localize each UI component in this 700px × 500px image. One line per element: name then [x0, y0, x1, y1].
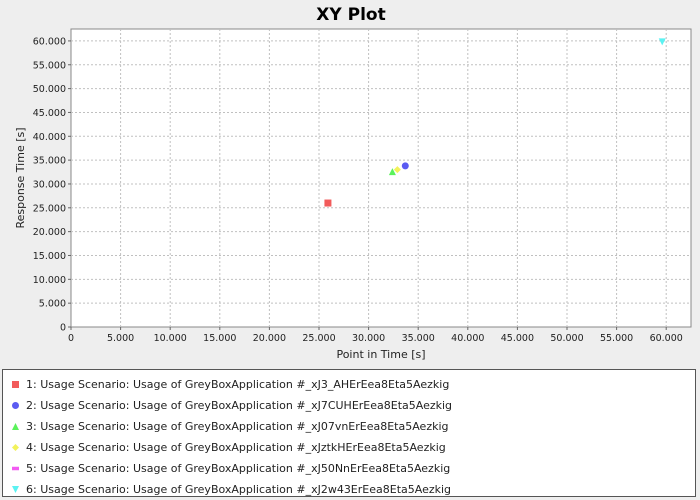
- legend-label: 2: Usage Scenario: Usage of GreyBoxAppli…: [26, 399, 453, 412]
- legend-item: 6: Usage Scenario: Usage of GreyBoxAppli…: [3, 479, 695, 500]
- data-point-series-2: [401, 162, 409, 170]
- x-tick-label: 20.000: [253, 333, 286, 344]
- x-tick-label: 30.000: [352, 333, 385, 344]
- x-tick-label: 10.000: [154, 333, 187, 344]
- legend-marker-diamond-icon: [9, 441, 22, 454]
- y-tick-label: 45.000: [33, 108, 66, 119]
- y-tick-label: 10.000: [33, 275, 66, 286]
- legend-label: 1: Usage Scenario: Usage of GreyBoxAppli…: [26, 378, 450, 391]
- grid-lines: [71, 29, 691, 327]
- y-axis-ticks: 0 5.000 10.000 15.000 20.000 25.000 30.000 35.0…: [33, 36, 71, 334]
- legend-label: 6: Usage Scenario: Usage of GreyBoxAppli…: [26, 483, 452, 496]
- data-point-series-3: [388, 168, 396, 176]
- x-tick-label: 5.000: [107, 333, 134, 344]
- legend-marker-triangle-down-icon: [9, 483, 22, 496]
- y-tick-label: 60.000: [33, 36, 66, 47]
- chart-title: XY Plot: [316, 5, 385, 25]
- x-axis-ticks: 0 5.000 10.000 15.000 20.000 25.000 30.000 35.0…: [68, 327, 683, 344]
- x-tick-label: 55.000: [600, 333, 633, 344]
- legend-label: 3: Usage Scenario: Usage of GreyBoxAppli…: [26, 420, 449, 433]
- x-tick-label: 35.000: [402, 333, 435, 344]
- data-points: [324, 38, 666, 207]
- chart-legend: 1: Usage Scenario: Usage of GreyBoxAppli…: [2, 369, 696, 497]
- xy-plot-chart: XY Plot 0 5.000 10.000 15.000 20.000 25.000 30…: [14, 5, 692, 361]
- y-tick-label: 20.000: [33, 227, 66, 238]
- legend-item: 2: Usage Scenario: Usage of GreyBoxAppli…: [3, 395, 695, 416]
- legend-item: 4: Usage Scenario: Usage of GreyBoxAppli…: [3, 437, 695, 458]
- legend-item: 3: Usage Scenario: Usage of GreyBoxAppli…: [3, 416, 695, 437]
- x-tick-label: 60.000: [650, 333, 683, 344]
- y-tick-label: 15.000: [33, 251, 66, 262]
- legend-marker-circle-icon: [9, 399, 22, 412]
- y-tick-label: 5.000: [39, 299, 66, 310]
- data-point-series-6: [658, 38, 666, 46]
- legend-item: 1: Usage Scenario: Usage of GreyBoxAppli…: [3, 374, 695, 395]
- y-tick-label: 25.000: [33, 203, 66, 214]
- legend-marker-triangle-up-icon: [9, 420, 22, 433]
- y-tick-label: 50.000: [33, 84, 66, 95]
- x-axis-label: Point in Time [s]: [336, 348, 425, 361]
- y-tick-label: 0: [60, 323, 66, 334]
- y-tick-label: 40.000: [33, 132, 66, 143]
- x-tick-label: 40.000: [451, 333, 484, 344]
- legend-item: 5: Usage Scenario: Usage of GreyBoxAppli…: [3, 458, 695, 479]
- x-tick-label: 45.000: [501, 333, 534, 344]
- plot-area: [70, 28, 692, 328]
- x-tick-label: 50.000: [550, 333, 583, 344]
- legend-marker-square-icon: [9, 378, 22, 391]
- data-point-series-4: [393, 166, 401, 174]
- y-axis-label: Response Time [s]: [14, 127, 27, 228]
- y-tick-label: 35.000: [33, 156, 66, 167]
- legend-label: 4: Usage Scenario: Usage of GreyBoxAppli…: [26, 441, 446, 454]
- legend-label: 5: Usage Scenario: Usage of GreyBoxAppli…: [26, 462, 451, 475]
- y-tick-label: 30.000: [33, 179, 66, 190]
- x-tick-label: 25.000: [302, 333, 335, 344]
- data-point-series-1: [324, 199, 332, 207]
- legend-marker-rect-h-icon: [9, 462, 22, 475]
- x-tick-label: 15.000: [203, 333, 236, 344]
- y-tick-label: 55.000: [33, 60, 66, 71]
- x-tick-label: 0: [68, 333, 74, 344]
